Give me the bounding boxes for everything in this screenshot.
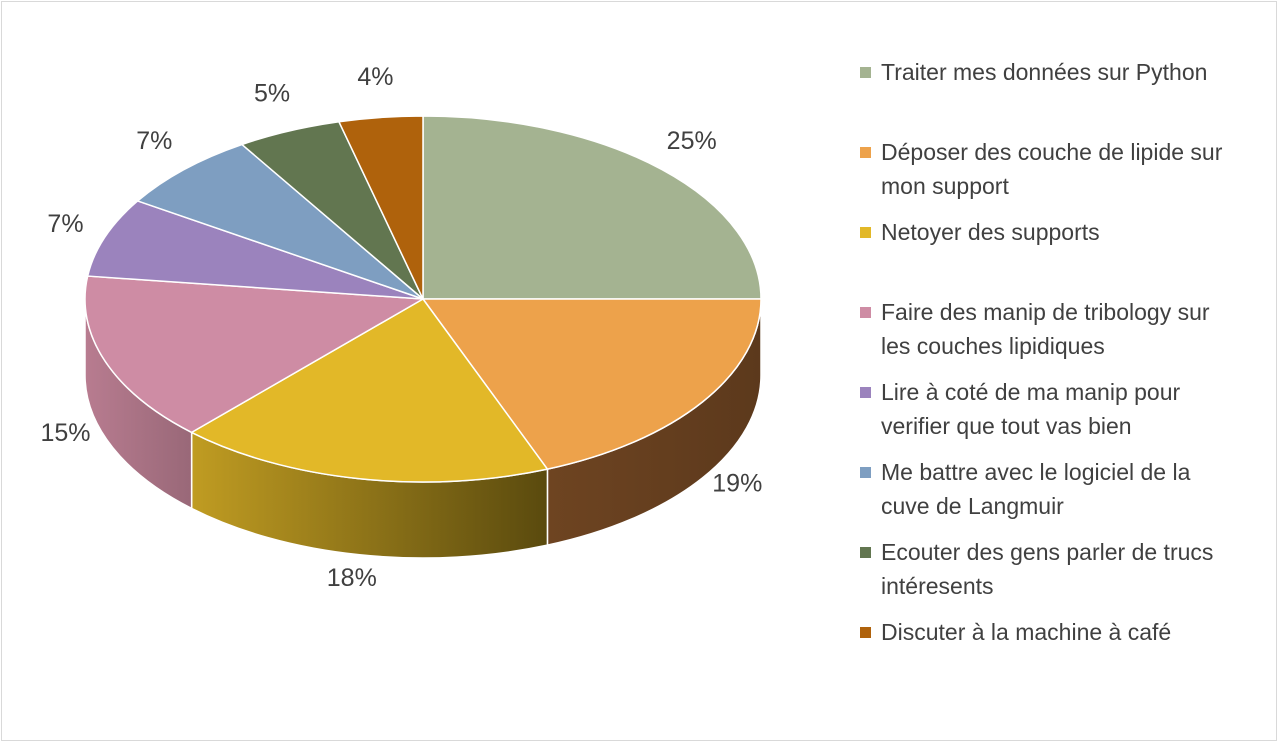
legend-label: Lire à coté de ma manip pour verifier qu…: [881, 379, 1181, 439]
legend-label: Déposer des couche de lipide sur mon sup…: [881, 139, 1223, 199]
legend-swatch: [860, 67, 871, 78]
legend-label: Netoyer des supports: [881, 219, 1100, 245]
legend-swatch: [860, 307, 871, 318]
legend: Traiter mes données sur Python Déposer d…: [860, 0, 1270, 744]
pie-slice-2: [190, 298, 549, 483]
pie-slice-0: [422, 115, 762, 300]
legend-item: Lire à coté de ma manip pour verifier qu…: [860, 375, 1260, 443]
legend-swatch: [860, 547, 871, 558]
data-label-3: 15%: [40, 419, 90, 447]
pie-slice-3: [84, 275, 424, 434]
data-label-7: 4%: [357, 63, 393, 91]
legend-label: Me battre avec le logiciel de la cuve de…: [881, 459, 1191, 519]
legend-swatch: [860, 227, 871, 238]
legend-label: Discuter à la machine à café: [881, 619, 1172, 645]
legend-swatch: [860, 467, 871, 478]
legend-item: Me battre avec le logiciel de la cuve de…: [860, 455, 1260, 523]
legend-item: Netoyer des supports: [860, 215, 1260, 249]
legend-item: Faire des manip de tribology sur les cou…: [860, 295, 1260, 363]
pie-slice-5: [136, 143, 424, 300]
legend-swatch: [860, 387, 871, 398]
data-label-6: 5%: [254, 80, 290, 108]
legend-label: Ecouter des gens parler de trucs intéres…: [881, 539, 1214, 599]
data-label-2: 18%: [327, 564, 377, 592]
legend-swatch: [860, 147, 871, 158]
legend-label: Faire des manip de tribology sur les cou…: [881, 299, 1210, 359]
pie-data-labels: 25% 19% 18% 15% 7% 7% 5% 4%: [40, 63, 762, 592]
pie-slice-1: [422, 298, 762, 470]
data-label-1: 19%: [712, 470, 762, 498]
legend-item: Ecouter des gens parler de trucs intéres…: [860, 535, 1260, 603]
legend-item: Traiter mes données sur Python: [860, 55, 1260, 89]
data-label-5: 7%: [136, 127, 172, 155]
legend-item: Déposer des couche de lipide sur mon sup…: [860, 135, 1260, 203]
legend-swatch: [860, 627, 871, 638]
legend-label: Traiter mes données sur Python: [881, 59, 1208, 85]
pie-slice-7: [338, 115, 424, 300]
data-label-0: 25%: [667, 127, 717, 155]
legend-item: Discuter à la machine à café: [860, 615, 1260, 649]
data-label-4: 7%: [47, 210, 83, 238]
pie-top: [84, 115, 762, 483]
pie-slice-4: [86, 200, 424, 300]
